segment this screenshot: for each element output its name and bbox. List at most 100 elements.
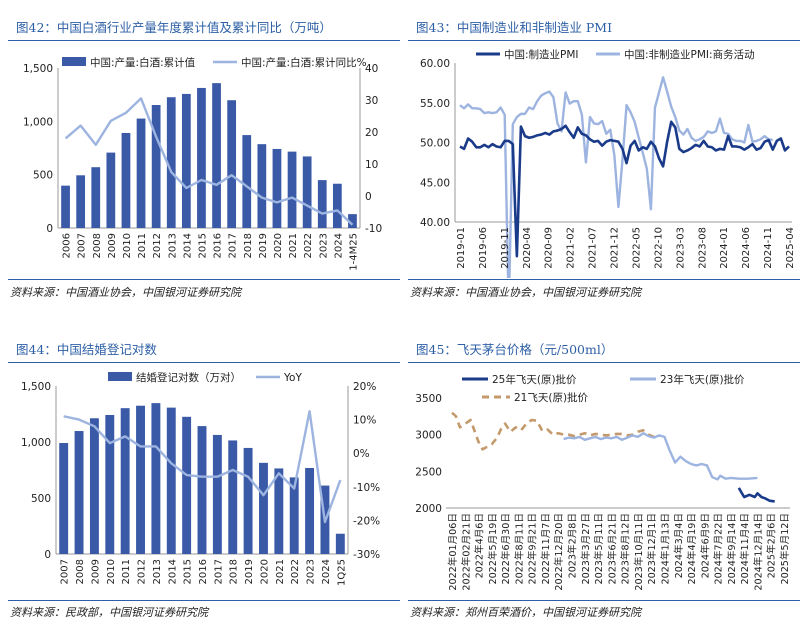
bar: [105, 415, 115, 554]
legend-label: 中国:制造业PMI: [504, 48, 579, 61]
x-tick-label: 2023年2月8日: [567, 513, 579, 578]
x-tick-label: 2013: [167, 233, 178, 258]
x-tick-label: 2022-05: [631, 227, 642, 269]
y-tick-label-right: -10%: [353, 482, 380, 494]
x-tick-label: 2023: [306, 559, 317, 584]
x-tick-label: 2019: [258, 233, 269, 258]
x-tick-label: 2024年1月13日: [659, 513, 671, 585]
x-tick-label: 2022年01月06日: [447, 513, 459, 591]
y-tick-label-right: -30%: [353, 549, 380, 561]
bar: [212, 434, 222, 554]
chart-pmi: 40.00 45.00 50.00 55.00 60.00 2019-01 2019-06 2…: [420, 48, 796, 278]
x-tick-label: 2024年11月4日: [739, 513, 751, 585]
x-tick-label: 2024: [321, 559, 332, 584]
bar: [89, 418, 99, 554]
x-tick-label: 2022: [303, 233, 314, 258]
x-tick-label: 2019-11: [500, 227, 511, 269]
x-tick-label: 2023年3月27日: [580, 513, 592, 585]
source-rule: [8, 600, 400, 601]
bar: [136, 405, 145, 554]
series-line: [459, 120, 790, 258]
series-line: [563, 431, 758, 481]
source-rule: [8, 279, 400, 280]
x-tick-label: 2021-12: [610, 227, 621, 269]
y-tick-label: 3000: [415, 430, 442, 442]
bar: [289, 477, 299, 554]
chart-marriage: 0 500 1,000 1,500 -30% -20% -10% 0% 10% 20% 2007 20…: [21, 371, 380, 586]
title-rule: [408, 362, 800, 363]
x-tick-label: 2024年12月14日: [752, 513, 764, 591]
legend-label: 21飞天(原)批价: [514, 391, 589, 404]
x-tick-label: 2020: [273, 233, 284, 258]
bar: [151, 403, 161, 554]
x-tick-label: 2024年9月14日: [726, 513, 738, 585]
y-tick-label-left: 1,500: [21, 381, 51, 393]
x-tick-label: 2023年10月11日: [633, 513, 645, 591]
x-tick-label: 2009: [90, 559, 101, 584]
y-tick-label-left: 500: [31, 493, 51, 505]
x-tick-label: 2025年5月12日: [779, 513, 791, 585]
y-tick-label-left: 1,500: [23, 63, 53, 75]
y-tick-label: 45.00: [420, 177, 450, 189]
x-tick-label: 2021-02: [566, 227, 577, 269]
x-tick-label: 2022年11月7日: [540, 513, 552, 585]
legend-label: 23年飞天(原)批价: [660, 373, 745, 386]
y-tick-label-left: 1,000: [23, 116, 53, 128]
x-tick-label: 2023年8月12日: [620, 513, 632, 585]
y-tick-label: 2000: [415, 503, 442, 515]
chart-source: 资料来源：民政部，中国银河证券研究院: [10, 606, 208, 619]
chart-title: 图42：中国白酒行业产量年度累计值及累计同比（万吨）: [16, 20, 332, 35]
x-tick-label: 2008: [75, 559, 86, 584]
x-tick-label: 2023年12月1日: [646, 513, 658, 585]
legend-label: 25年飞天(原)批价: [492, 373, 577, 386]
x-tick-label: 2024年6月9日: [699, 513, 711, 578]
bar: [272, 148, 282, 228]
chart-source: 资料来源：郑州百荣酒价，中国银河证券研究院: [410, 606, 641, 619]
x-tick-label: 1Q25: [336, 559, 347, 586]
bar: [242, 135, 252, 228]
title-rule: [8, 40, 400, 41]
x-tick-label: 2009: [107, 233, 118, 258]
x-tick-label: 2017: [213, 559, 224, 584]
bar: [227, 100, 237, 228]
bar: [302, 156, 312, 228]
x-tick-label: 1-4M25: [348, 233, 359, 271]
x-tick-label: 2018: [243, 233, 254, 258]
x-tick-label: 2024年3月4日: [673, 513, 685, 578]
x-tick-label: 2022年02月21日: [460, 513, 472, 591]
x-tick-label: 2024年4月19日: [686, 513, 698, 585]
bar: [74, 431, 84, 554]
x-tick-label: 2018: [229, 559, 240, 584]
bar: [136, 118, 146, 228]
legend-label: 中国:产量:白酒:累计值: [90, 56, 196, 69]
bar: [59, 443, 69, 554]
y-tick-label-right: -20%: [353, 515, 380, 527]
x-tick-label: 2019-01: [456, 227, 467, 269]
x-tick-label: 2011: [121, 559, 132, 584]
panel-moutai-price: 图45：飞天茅台价格（元/500ml） 2000 2500 3000 3500 2022…: [408, 330, 800, 624]
chart-baijiu: 0 500 1,000 1,500 -10 0 10 20 30 40 2006 2007 2008 20…: [23, 56, 382, 271]
x-tick-label: 2022: [290, 559, 301, 584]
bar: [197, 87, 206, 228]
series-line: [451, 411, 660, 451]
bar: [305, 467, 315, 554]
bar: [91, 167, 101, 228]
y-tick-label-left: 0: [44, 549, 51, 561]
x-tick-label: 2020: [259, 559, 270, 584]
source-rule: [408, 279, 800, 280]
legend-label: 中国:产量:白酒:累计同比%: [241, 56, 367, 69]
x-tick-label: 2022年5月19日: [487, 513, 499, 585]
x-tick-label: 2010: [106, 559, 117, 584]
panel-marriage: 图44：中国结婚登记对数 0 500 1,000 1,500 -30% -20% -10% 0…: [8, 330, 400, 624]
x-tick-label: 2020-04: [522, 227, 533, 269]
bar: [76, 175, 86, 228]
x-tick-label: 2012: [152, 233, 163, 258]
chart-title: 图43：中国制造业和非制造业 PMI: [416, 20, 613, 35]
x-tick-label: 2007: [77, 233, 88, 258]
bar: [106, 152, 116, 228]
bar: [166, 97, 176, 228]
y-tick-label-left: 500: [33, 170, 53, 182]
x-tick-label: 2022年9月21日: [527, 513, 539, 585]
bar: [212, 83, 221, 228]
y-tick-label-right: 20: [365, 127, 378, 139]
